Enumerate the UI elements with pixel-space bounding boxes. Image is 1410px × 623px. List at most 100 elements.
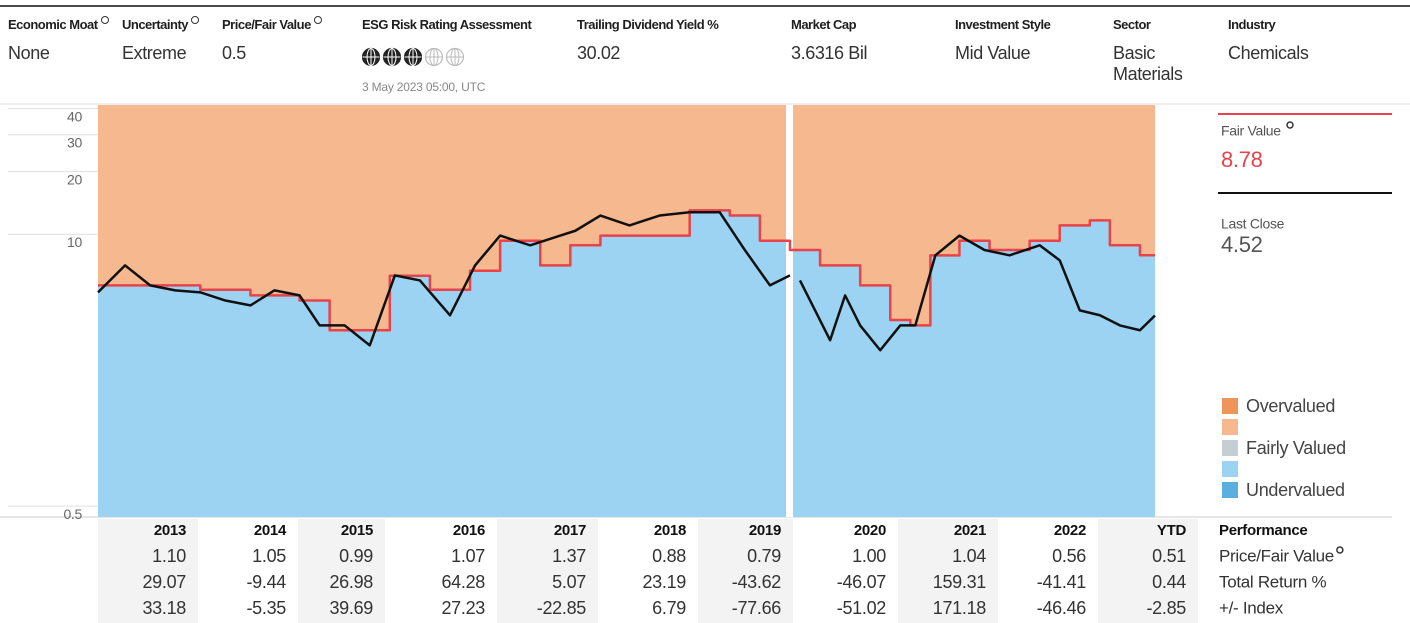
info-icon: [191, 16, 200, 24]
y-tick-label: 40: [67, 108, 82, 124]
legend-swatch: [1222, 440, 1238, 456]
field-value: 3.6316 Bil: [791, 43, 868, 63]
column-stripe: [497, 519, 598, 623]
price-line: [97, 211, 1156, 352]
table-cell: 5.07: [552, 572, 586, 592]
legend-label: Undervalued: [1246, 480, 1345, 500]
field-label: Industry: [1228, 17, 1276, 32]
table-cell: 1.07: [451, 546, 485, 566]
y-tick-label: 10: [67, 234, 82, 250]
table-cell: 0.88: [652, 546, 686, 566]
field-value: None: [8, 43, 50, 63]
column-header: 2019: [749, 522, 781, 539]
legend-swatch: [1222, 398, 1238, 414]
table-cell: 0.56: [1052, 546, 1086, 566]
column-header: 2017: [554, 522, 586, 539]
y-tick-label: 20: [67, 171, 82, 187]
field-value: Mid Value: [955, 43, 1031, 63]
column-header: 2013: [154, 522, 186, 539]
column-header: 2021: [954, 522, 986, 539]
field-label: Sector: [1113, 17, 1151, 32]
undervalued-area: [98, 210, 1155, 517]
field-label: ESG Risk Rating Assessment: [362, 17, 532, 32]
y-tick-label: 30: [67, 134, 82, 150]
table-cell: -22.85: [537, 598, 587, 618]
table-cell: 6.79: [652, 598, 686, 618]
table-cell: 23.19: [642, 572, 686, 592]
table-header: Performance: [1219, 522, 1307, 539]
row-label: Price/Fair Value: [1219, 546, 1334, 565]
table-cell: 64.28: [441, 572, 485, 592]
table-cell: 29.07: [142, 572, 186, 592]
column-header: 2022: [1054, 522, 1086, 539]
table-cell: -5.35: [246, 598, 286, 618]
field-value: 30.02: [577, 43, 621, 63]
table-cell: 33.18: [142, 598, 186, 618]
field-label: Investment Style: [955, 17, 1051, 32]
table-cell: 159.31: [933, 572, 987, 592]
info-icon: [100, 16, 109, 24]
field-value: 0.5: [222, 43, 246, 63]
table-cell: 0.99: [339, 546, 373, 566]
info-icon: [313, 16, 322, 24]
field-label: Uncertainty: [122, 16, 200, 32]
field-value: Chemicals: [1228, 43, 1309, 63]
info-icon: [1336, 546, 1344, 554]
last-close: 4.52: [1221, 232, 1263, 257]
field-label: Price/Fair Value: [222, 16, 322, 32]
row-label: +/- Index: [1219, 598, 1284, 617]
table-cell: 1.05: [252, 546, 286, 566]
column-stripe: [1098, 519, 1198, 623]
field-value: Basic Materials: [1113, 43, 1183, 84]
table-cell: 1.37: [552, 546, 586, 566]
last-close-label: Last Close: [1221, 216, 1285, 232]
table-cell: -43.62: [732, 572, 782, 592]
fair-value: 8.78: [1221, 147, 1263, 172]
legend-swatch: [1222, 461, 1238, 477]
esg-date: 3 May 2023 05:00, UTC: [362, 80, 486, 94]
table-cell: -41.41: [1037, 572, 1087, 592]
table-cell: 1.00: [852, 546, 886, 566]
row-label: Total Return %: [1219, 572, 1326, 591]
field-label: Economic Moat: [8, 16, 109, 32]
y-tick-label: 0.5: [63, 506, 82, 522]
column-header: 2020: [854, 522, 886, 539]
column-header: 2016: [453, 522, 485, 539]
table-cell: -46.46: [1037, 598, 1087, 618]
fair-value-label: Fair Value: [1221, 123, 1281, 139]
column-header: 2018: [654, 522, 686, 539]
legend-label: Overvalued: [1246, 396, 1335, 416]
table-cell: 27.23: [441, 598, 485, 618]
table-cell: -77.66: [732, 598, 782, 618]
legend-swatch: [1222, 419, 1238, 435]
info-icon: [1286, 121, 1294, 129]
table-cell: -2.85: [1146, 598, 1186, 618]
table-cell: 26.98: [329, 572, 373, 592]
table-cell: 0.79: [747, 546, 781, 566]
table-cell: 0.44: [1152, 572, 1186, 592]
field-label: Market Cap: [791, 17, 857, 32]
esg-globes: [361, 47, 465, 67]
table-cell: -9.44: [246, 572, 286, 592]
table-cell: 171.18: [933, 598, 987, 618]
column-stripe: [898, 519, 998, 623]
column-header: 2014: [254, 522, 287, 539]
table-cell: 1.10: [152, 546, 186, 566]
field-label: Trailing Dividend Yield %: [577, 17, 719, 32]
table-cell: 39.69: [329, 598, 373, 618]
table-cell: -46.07: [837, 572, 887, 592]
table-cell: 1.04: [952, 546, 986, 566]
column-stripe: [298, 519, 385, 623]
column-stripe: [698, 519, 793, 623]
table-cell: 0.51: [1152, 546, 1186, 566]
column-header: 2015: [341, 522, 373, 539]
table-cell: -51.02: [837, 598, 887, 618]
column-header: YTD: [1157, 522, 1187, 539]
data-gap: [786, 105, 793, 517]
legend-swatch: [1222, 482, 1238, 498]
column-stripe: [98, 519, 198, 623]
field-value: Extreme: [122, 43, 187, 63]
legend-label: Fairly Valued: [1246, 438, 1346, 458]
